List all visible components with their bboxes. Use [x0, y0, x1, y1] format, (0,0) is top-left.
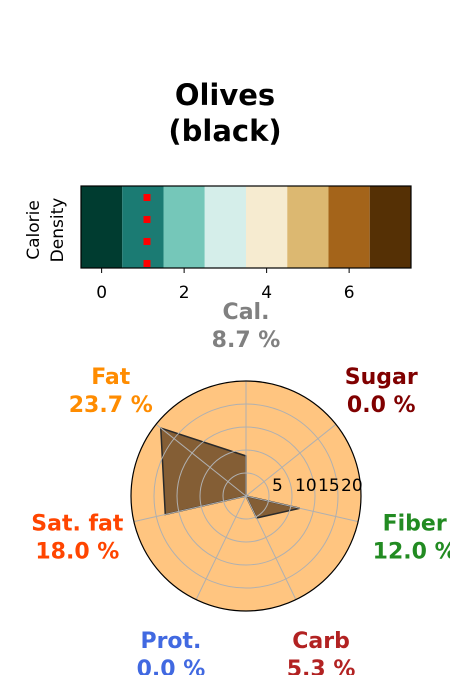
x-tick-label: 2 [179, 283, 190, 303]
heatmap-cell [163, 186, 205, 268]
radial-tick-label: 20 [341, 476, 363, 496]
axis-value-label: 0.0 % [137, 657, 206, 675]
axis-label-group: Sugar 0.0 % [345, 365, 418, 418]
x-tick-label: 6 [344, 283, 355, 303]
radar-spoke [195, 495, 247, 600]
axis-label-group: Fat 23.7 % [69, 365, 153, 418]
heatmap-cell [369, 186, 411, 268]
heatmap-cell [81, 186, 123, 268]
radar-spoke [245, 495, 359, 523]
radial-tick-label: 5 [272, 476, 283, 496]
axis-label-group: Cal. 8.7 % [212, 300, 281, 353]
radar-spoke [245, 495, 297, 600]
heatmap-cell [122, 186, 164, 268]
axis-label: Sat. fat [31, 511, 124, 536]
axis-label: Prot. [140, 629, 201, 654]
heatmap-ylabel: Calorie Density [24, 198, 68, 263]
axis-value-label: 23.7 % [69, 393, 153, 418]
radial-tick-label: 10 [295, 476, 317, 496]
axis-value-label: 8.7 % [212, 328, 281, 353]
nutrient-radar-chart: 5 10 15 20 Cal. 8.7 % Sugar 0.0 % Fiber 12.0 % Car… [31, 300, 450, 675]
heatmap-cell [246, 186, 288, 268]
axis-label: Fat [91, 365, 131, 390]
calorie-density-heatmap: 0 2 4 6 [80, 185, 412, 303]
heatmap-cell [328, 186, 370, 268]
radar-spoke [133, 495, 247, 523]
axis-value-label: 18.0 % [35, 539, 119, 564]
axis-label-group: Fiber 12.0 % [373, 511, 450, 564]
ylabel-line-1: Calorie [24, 200, 44, 260]
axis-label: Carb [292, 629, 350, 654]
axis-label-group: Prot. 0.0 % [137, 629, 206, 675]
axis-value-label: 0.0 % [347, 393, 416, 418]
axis-label: Cal. [223, 300, 270, 325]
x-tick-label: 4 [261, 283, 272, 303]
radial-tick-label: 15 [318, 476, 340, 496]
axis-value-label: 12.0 % [373, 539, 450, 564]
radar-spoke [155, 423, 247, 497]
axis-label-group: Sat. fat 18.0 % [31, 511, 124, 564]
axis-label: Sugar [345, 365, 418, 390]
heatmap-cell [287, 186, 329, 268]
ylabel-line-2: Density [48, 198, 68, 263]
heatmap-frame [80, 185, 412, 269]
axis-value-label: 5.3 % [287, 657, 356, 675]
radar-spoke [245, 423, 337, 497]
x-tick-label: 0 [96, 283, 107, 303]
heatmap-cell [204, 186, 246, 268]
radar-outer-frame [130, 380, 362, 612]
axis-label: Fiber [383, 511, 447, 536]
chart-title-line-2: (black) [168, 114, 281, 148]
chart-title-line-1: Olives [175, 78, 275, 112]
axis-label-group: Carb 5.3 % [287, 629, 356, 675]
